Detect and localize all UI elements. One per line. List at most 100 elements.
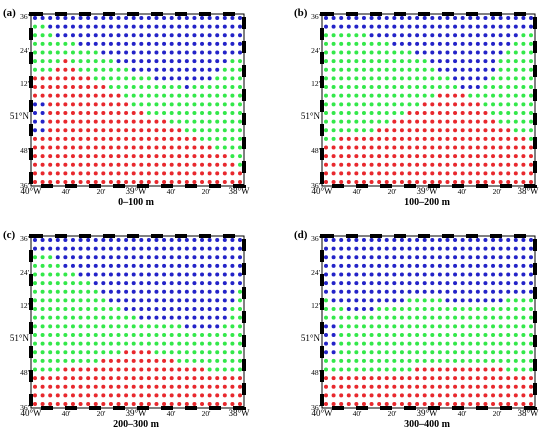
grid-point	[339, 67, 344, 72]
grid-point	[192, 246, 197, 251]
grid-point	[215, 76, 220, 81]
grid-point	[483, 402, 488, 406]
grid-point	[93, 171, 98, 176]
grid-point	[207, 76, 212, 81]
grid-point	[192, 24, 197, 29]
grid-point	[521, 402, 526, 406]
grid-point	[101, 238, 106, 242]
grid-point	[200, 307, 205, 312]
grid-point	[169, 24, 174, 29]
grid-point	[40, 24, 45, 29]
grid-point	[146, 93, 151, 98]
grid-point	[491, 358, 496, 363]
grid-point	[483, 332, 488, 337]
grid-point	[200, 272, 205, 277]
grid-point	[48, 246, 53, 251]
grid-point	[131, 332, 136, 337]
grid-point	[131, 315, 136, 320]
grid-point	[460, 50, 465, 55]
grid-point	[506, 263, 511, 268]
grid-point	[139, 272, 144, 277]
grid-point	[491, 315, 496, 320]
grid-point	[468, 162, 473, 167]
grid-point	[230, 238, 235, 242]
grid-point	[339, 238, 344, 242]
grid-point	[200, 298, 205, 303]
grid-point	[70, 332, 75, 337]
grid-point	[139, 263, 144, 268]
grid-point	[529, 315, 533, 320]
grid-point	[124, 33, 129, 38]
grid-point	[339, 154, 344, 159]
grid-point	[369, 85, 374, 90]
grid-point	[491, 85, 496, 90]
grid-point	[513, 350, 518, 355]
grid-point	[55, 171, 60, 176]
grid-point	[70, 110, 75, 115]
grid-point	[491, 341, 496, 346]
grid-point	[453, 110, 458, 115]
plot-background	[31, 14, 244, 186]
grid-point	[498, 315, 503, 320]
grid-point	[184, 136, 189, 141]
grid-point	[101, 402, 106, 406]
grid-point	[346, 162, 351, 167]
grid-point	[124, 171, 129, 176]
grid-point	[177, 263, 182, 268]
grid-point	[468, 332, 473, 337]
grid-point	[238, 238, 242, 242]
grid-point	[339, 85, 344, 90]
grid-point	[437, 384, 442, 389]
grid-point	[460, 59, 465, 64]
grid-point	[108, 246, 113, 251]
grid-point	[86, 171, 91, 176]
xtick-q3: 40'	[458, 409, 468, 418]
grid-point	[468, 76, 473, 81]
grid-point	[192, 102, 197, 107]
grid-point	[93, 76, 98, 81]
grid-point	[124, 110, 129, 115]
grid-point	[55, 33, 60, 38]
grid-point	[78, 154, 83, 159]
grid-point	[230, 171, 235, 176]
grid-point	[139, 315, 144, 320]
grid-point	[215, 324, 220, 329]
grid-point	[407, 102, 412, 107]
grid-point	[377, 50, 382, 55]
grid-point	[154, 315, 159, 320]
grid-point	[63, 145, 68, 150]
grid-point	[453, 162, 458, 167]
grid-point	[131, 281, 136, 286]
grid-point	[131, 24, 136, 29]
grid-point	[146, 102, 151, 107]
grid-point	[230, 246, 235, 251]
grid-point	[437, 16, 442, 20]
grid-point	[192, 162, 197, 167]
grid-point	[445, 76, 450, 81]
grid-point	[215, 180, 220, 184]
grid-point	[399, 393, 404, 398]
grid-point	[238, 324, 242, 329]
grid-point	[33, 238, 37, 242]
grid-point	[207, 324, 212, 329]
grid-point	[40, 76, 45, 81]
grid-point	[437, 298, 442, 303]
grid-point	[346, 307, 351, 312]
grid-point	[116, 307, 121, 312]
grid-point	[207, 110, 212, 115]
grid-point	[169, 136, 174, 141]
grid-point	[169, 384, 174, 389]
grid-point	[55, 341, 60, 346]
grid-point	[230, 93, 235, 98]
grid-point	[169, 238, 174, 242]
grid-point	[93, 358, 98, 363]
grid-point	[506, 272, 511, 277]
grid-point	[162, 367, 167, 372]
grid-point	[207, 162, 212, 167]
grid-point	[453, 180, 458, 184]
grid-point	[369, 50, 374, 55]
grid-point	[108, 180, 113, 184]
grid-point	[453, 281, 458, 286]
grid-point	[491, 281, 496, 286]
grid-point	[445, 102, 450, 107]
